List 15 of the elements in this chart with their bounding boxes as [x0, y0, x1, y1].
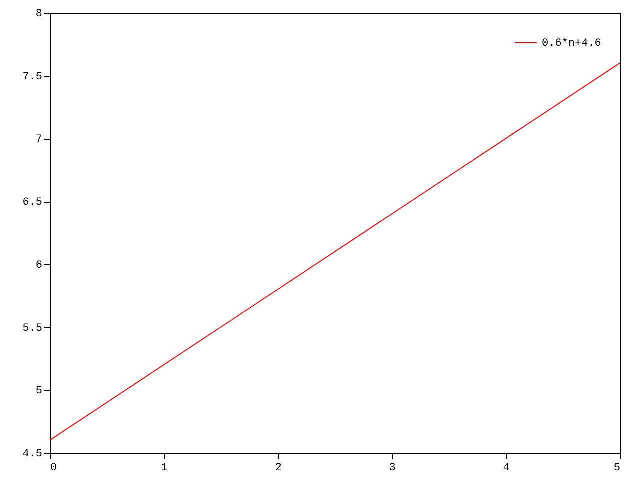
y-tick-label: 6.5 [22, 197, 42, 210]
x-tick-label: 4 [503, 462, 510, 474]
x-tick-label: 3 [389, 462, 396, 474]
y-tick-label: 7.5 [22, 71, 42, 84]
y-tick-label: 4.5 [22, 448, 42, 460]
legend-label: 0.6*n+4.6 [542, 38, 602, 50]
y-tick-label: 6 [36, 260, 42, 272]
x-tick-label: 5 [614, 462, 620, 474]
y-tick-label: 5 [36, 386, 42, 398]
y-tick-label: 5.5 [22, 322, 42, 335]
y-tick-label: 8 [36, 8, 42, 20]
y-tick-label: 7 [36, 134, 42, 146]
x-tick-label: 1 [161, 462, 168, 474]
x-tick-label: 0 [50, 462, 58, 474]
x-tick-label: 2 [275, 462, 282, 474]
